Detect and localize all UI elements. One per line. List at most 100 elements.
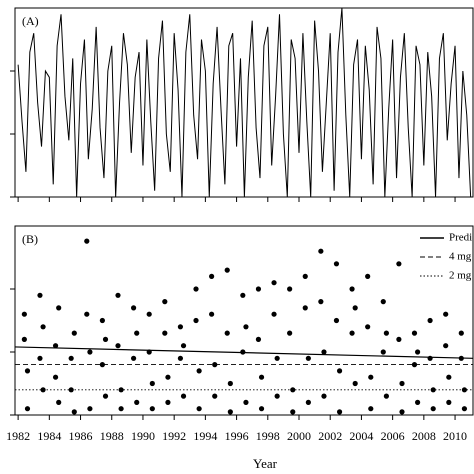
data-point xyxy=(209,273,215,279)
data-point xyxy=(305,399,311,405)
data-point xyxy=(87,406,93,412)
data-point xyxy=(71,330,77,336)
data-point xyxy=(227,409,233,415)
data-point xyxy=(352,305,358,311)
data-point xyxy=(411,330,418,336)
x-tick-label: 1984 xyxy=(37,429,61,443)
data-point xyxy=(162,330,168,336)
data-point xyxy=(380,299,386,305)
data-point xyxy=(318,299,324,305)
data-point xyxy=(352,380,358,387)
x-tick-label: 2010 xyxy=(443,429,467,443)
data-point xyxy=(415,399,421,405)
data-point xyxy=(21,311,27,317)
data-point xyxy=(115,292,121,298)
data-point xyxy=(415,349,421,355)
data-point xyxy=(56,399,62,405)
data-point xyxy=(87,349,93,355)
x-tick-label: 1982 xyxy=(6,429,30,443)
data-point xyxy=(458,330,464,336)
data-point xyxy=(243,399,249,405)
data-point xyxy=(336,409,343,415)
data-point xyxy=(446,374,452,380)
data-point xyxy=(365,273,371,279)
data-point xyxy=(430,406,436,412)
data-point xyxy=(40,324,46,330)
data-point xyxy=(258,374,265,380)
legend-label: 2 mg xyxy=(449,270,472,282)
data-point xyxy=(302,273,308,279)
data-point xyxy=(165,374,171,380)
data-point xyxy=(427,355,433,361)
data-point xyxy=(134,399,140,405)
data-point xyxy=(255,336,262,342)
data-point xyxy=(274,393,280,399)
data-point xyxy=(396,261,402,267)
data-point xyxy=(162,299,168,305)
data-point xyxy=(349,286,355,292)
data-point xyxy=(180,343,187,349)
data-point xyxy=(212,362,218,368)
x-tick-label: 1990 xyxy=(131,429,155,443)
data-point xyxy=(443,311,449,317)
data-point xyxy=(24,368,31,374)
data-point xyxy=(365,324,371,330)
data-point xyxy=(37,292,43,298)
data-point xyxy=(333,317,340,324)
data-point xyxy=(196,368,202,374)
x-tick-label: 2004 xyxy=(349,429,373,443)
legend-label: Predi xyxy=(449,232,472,244)
data-point xyxy=(21,336,27,342)
data-point xyxy=(52,343,59,349)
data-point xyxy=(321,393,327,399)
data-point xyxy=(56,305,62,311)
data-point xyxy=(290,409,296,415)
x-tick-label: 1994 xyxy=(193,429,217,443)
data-point xyxy=(130,305,137,311)
x-tick-label: 1998 xyxy=(256,429,280,443)
x-tick-label: 1986 xyxy=(69,429,93,443)
data-point xyxy=(321,349,327,355)
data-point xyxy=(333,261,340,267)
data-point xyxy=(287,330,293,336)
data-point xyxy=(84,311,90,317)
data-point xyxy=(274,355,280,361)
data-point xyxy=(427,317,433,324)
data-point xyxy=(240,292,246,298)
data-point xyxy=(177,324,184,330)
data-point xyxy=(71,409,77,415)
data-point xyxy=(443,343,449,349)
data-line xyxy=(17,7,472,198)
data-point xyxy=(52,374,59,380)
data-point xyxy=(224,267,230,273)
x-tick-label: 1992 xyxy=(162,429,186,443)
data-point xyxy=(258,406,265,412)
x-tick-label: 2008 xyxy=(412,429,436,443)
data-point xyxy=(399,409,405,415)
data-point xyxy=(227,380,233,387)
data-point xyxy=(383,393,389,399)
data-point xyxy=(180,393,187,399)
data-point xyxy=(146,311,152,317)
data-point xyxy=(368,406,374,412)
data-point xyxy=(336,368,343,374)
data-point xyxy=(99,317,105,324)
x-tick-label: 2000 xyxy=(287,429,311,443)
data-point xyxy=(430,387,436,393)
data-point xyxy=(149,380,155,387)
data-point xyxy=(305,355,311,361)
data-point xyxy=(212,393,218,399)
data-point xyxy=(411,362,418,368)
panel-frame xyxy=(14,225,474,416)
data-point xyxy=(399,380,405,387)
x-tick-label: 2002 xyxy=(318,429,342,443)
data-point xyxy=(318,248,324,254)
data-point xyxy=(196,406,202,412)
x-tick-label: 1996 xyxy=(225,429,249,443)
data-point xyxy=(130,355,137,361)
data-point xyxy=(24,406,31,412)
data-point xyxy=(271,280,277,286)
data-point xyxy=(383,330,389,336)
data-point xyxy=(243,324,249,330)
